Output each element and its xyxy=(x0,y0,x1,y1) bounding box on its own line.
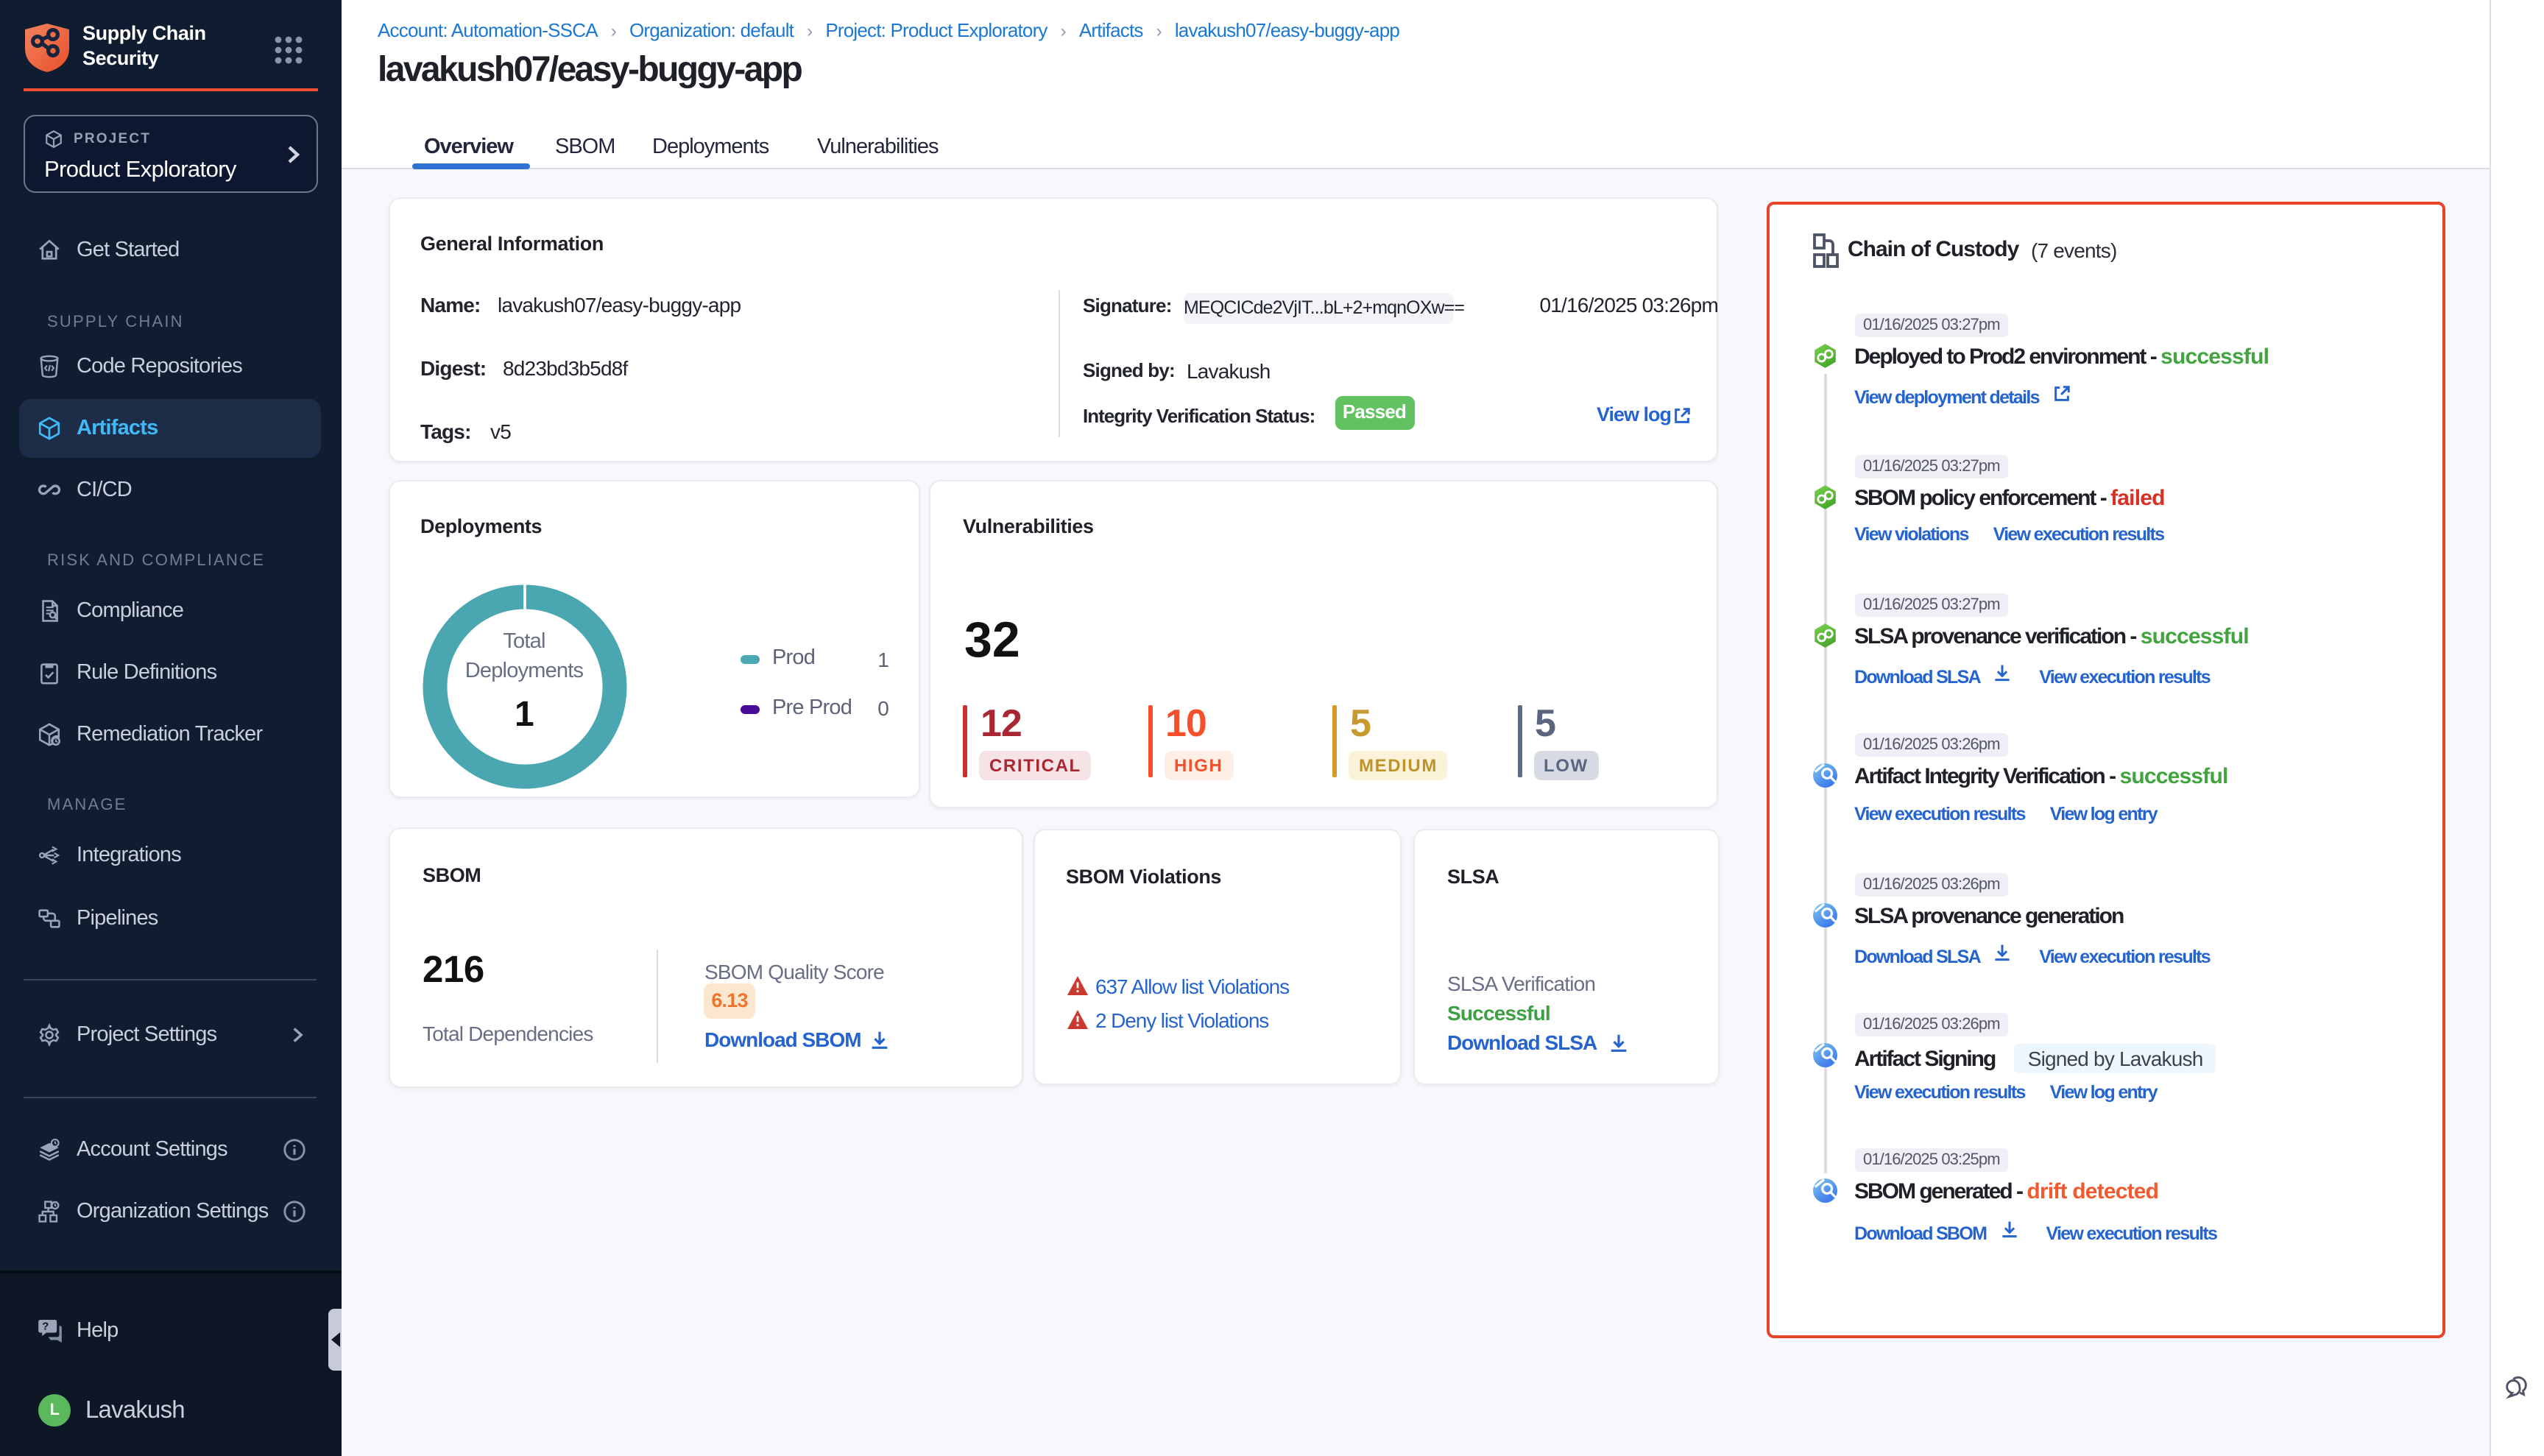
svg-text:?: ? xyxy=(42,1320,49,1332)
